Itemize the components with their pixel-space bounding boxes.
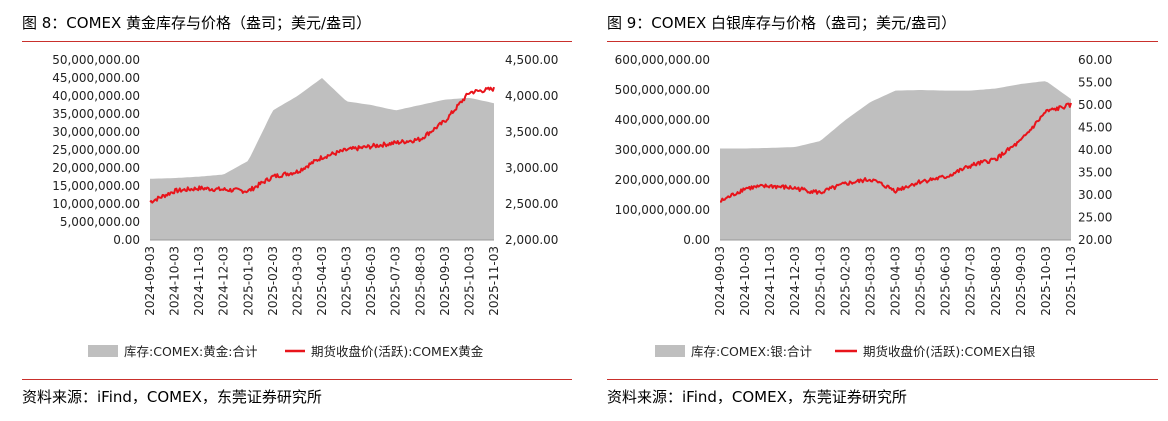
x-axis-tick-label: 2025-02-03 (266, 246, 280, 316)
right-axis-tick-label: 4,000.00 (505, 89, 558, 103)
left-axis-tick-label: 0.00 (113, 233, 140, 247)
title-rule (607, 41, 1158, 42)
x-axis-tick-label: 2025-07-03 (964, 246, 978, 316)
left-axis-tick-label: 5,000,000.00 (60, 215, 140, 229)
right-axis-tick-label: 3,000.00 (505, 161, 558, 175)
right-axis-tick-label: 3,500.00 (505, 125, 558, 139)
x-axis-tick-label: 2024-10-03 (738, 246, 752, 316)
legend-swatch-area (655, 345, 685, 357)
right-axis-tick-label: 40.00 (1078, 143, 1112, 157)
x-axis-tick-label: 2024-12-03 (788, 246, 802, 316)
figure-title: 图 8：COMEX 黄金库存与价格（盎司；美元/盎司） (22, 14, 372, 32)
right-axis-tick-label: 55.00 (1078, 76, 1112, 90)
inventory-area (720, 81, 1071, 240)
left-axis-tick-label: 50,000,000.00 (52, 53, 140, 67)
left-axis-tick-label: 300,000,000.00 (615, 143, 710, 157)
x-axis-tick-label: 2024-09-03 (713, 246, 727, 316)
right-axis-tick-label: 30.00 (1078, 188, 1112, 202)
x-axis-tick-label: 2025-03-03 (290, 246, 304, 316)
right-axis-tick-label: 50.00 (1078, 98, 1112, 112)
x-axis-tick-label: 2024-09-03 (143, 246, 157, 316)
x-axis-tick-label: 2025-06-03 (939, 246, 953, 316)
left-axis-tick-label: 45,000,000.00 (52, 71, 140, 85)
legend-label: 期货收盘价(活跃):COMEX白银 (863, 344, 1036, 359)
legend-label: 库存:COMEX:银:合计 (691, 344, 812, 359)
silver-chart: 600,000,000.00 500,000,000.00 400,000,000.… (615, 53, 1113, 359)
x-axis-tick-label: 2025-06-03 (364, 246, 378, 316)
left-axis-tick-label: 40,000,000.00 (52, 89, 140, 103)
right-axis-tick-label: 20.00 (1078, 233, 1112, 247)
legend-swatch-area (88, 345, 118, 357)
gold-chart-panel: 图 8：COMEX 黄金库存与价格（盎司；美元/盎司） 50,000,000.0… (0, 0, 582, 421)
figure-title: 图 9：COMEX 白银库存与价格（盎司；美元/盎司） (607, 14, 957, 32)
x-axis-tick-label: 2025-09-03 (1014, 246, 1028, 316)
source-note: 资料来源：iFind，COMEX，东莞证券研究所 (22, 388, 322, 406)
gold-chart: 50,000,000.00 45,000,000.00 40,000,000.00 3… (52, 53, 558, 359)
right-axis-tick-label: 25.00 (1078, 211, 1112, 225)
x-axis-tick-label: 2025-03-03 (863, 246, 877, 316)
left-axis-tick-label: 100,000,000.00 (615, 203, 710, 217)
left-axis-tick-label: 400,000,000.00 (615, 113, 710, 127)
x-axis-tick-label: 2025-01-03 (241, 246, 255, 316)
x-axis-tick-label: 2025-01-03 (813, 246, 827, 316)
source-note: 资料来源：iFind，COMEX，东莞证券研究所 (607, 388, 907, 406)
x-axis-tick-label: 2025-05-03 (914, 246, 928, 316)
x-axis-tick-label: 2025-10-03 (462, 246, 476, 316)
left-axis-tick-label: 10,000,000.00 (52, 197, 140, 211)
legend-label: 库存:COMEX:黄金:合计 (124, 344, 257, 359)
title-rule (22, 41, 572, 42)
x-axis-tick-label: 2025-08-03 (989, 246, 1003, 316)
right-axis-tick-label: 60.00 (1078, 53, 1112, 67)
x-axis-tick-label: 2025-02-03 (838, 246, 852, 316)
right-axis-tick-label: 45.00 (1078, 121, 1112, 135)
right-axis-tick-label: 35.00 (1078, 166, 1112, 180)
left-axis-tick-label: 600,000,000.00 (615, 53, 710, 67)
left-axis-tick-label: 15,000,000.00 (52, 179, 140, 193)
x-axis-tick-label: 2025-11-03 (487, 246, 501, 316)
x-axis-tick-label: 2025-07-03 (389, 246, 403, 316)
x-axis-tick-label: 2025-09-03 (438, 246, 452, 316)
x-axis-tick-label: 2025-04-03 (889, 246, 903, 316)
left-axis-tick-label: 30,000,000.00 (52, 125, 140, 139)
left-axis-tick-label: 35,000,000.00 (52, 107, 140, 121)
legend-label: 期货收盘价(活跃):COMEX黄金 (311, 344, 484, 359)
x-axis-tick-label: 2025-08-03 (413, 246, 427, 316)
left-axis-tick-label: 0.00 (683, 233, 710, 247)
x-axis-tick-label: 2024-10-03 (168, 246, 182, 316)
price-line (149, 86, 495, 204)
x-axis-tick-label: 2025-10-03 (1039, 246, 1053, 316)
x-axis-tick-label: 2024-12-03 (217, 246, 231, 316)
x-axis-tick-label: 2025-04-03 (315, 246, 329, 316)
right-axis-tick-label: 2,500.00 (505, 197, 558, 211)
silver-chart-panel: 图 9：COMEX 白银库存与价格（盎司；美元/盎司） 600,000,000.… (585, 0, 1168, 421)
source-rule (22, 379, 572, 380)
x-axis-tick-label: 2025-05-03 (340, 246, 354, 316)
source-rule (607, 379, 1158, 380)
left-axis-tick-label: 500,000,000.00 (615, 83, 710, 97)
left-axis-tick-label: 200,000,000.00 (615, 173, 710, 187)
right-axis-tick-label: 4,500.00 (505, 53, 558, 67)
x-axis-tick-label: 2025-11-03 (1064, 246, 1078, 316)
x-axis-tick-label: 2024-11-03 (192, 246, 206, 316)
left-axis-tick-label: 25,000,000.00 (52, 143, 140, 157)
x-axis-tick-label: 2024-11-03 (763, 246, 777, 316)
left-axis-tick-label: 20,000,000.00 (52, 161, 140, 175)
right-axis-tick-label: 2,000.00 (505, 233, 558, 247)
price-line (720, 102, 1072, 203)
